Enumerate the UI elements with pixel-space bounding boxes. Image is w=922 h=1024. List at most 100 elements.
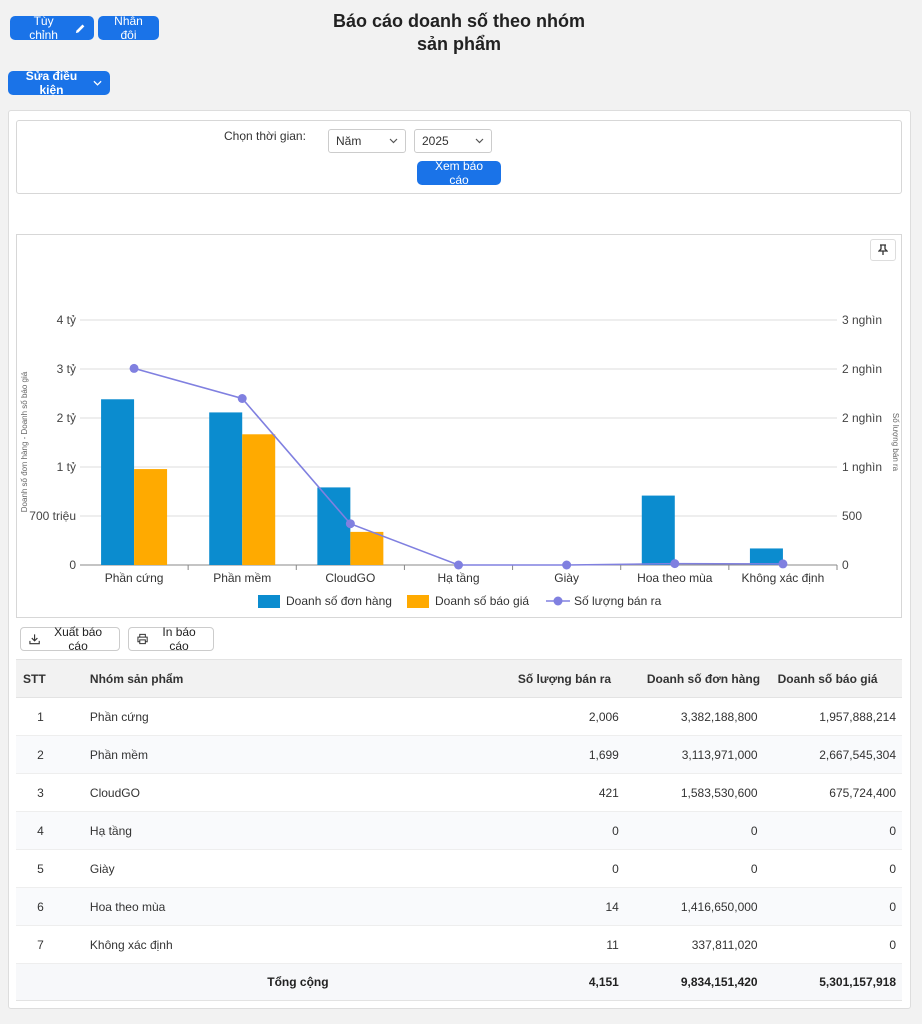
pencil-icon [76,24,85,33]
export-report-button[interactable]: Xuất báo cáo [20,625,120,653]
row-stt: 3 [37,785,44,800]
row-quantity: 0 [612,823,619,838]
legend-label: Số lượng bán ra [574,594,662,608]
right-tick-label: 1 nghìn [842,460,882,474]
total-quote-sales: 5,301,157,918 [819,975,896,989]
category-label: CloudGO [325,571,375,585]
total-label: Tổng cộng [267,975,329,989]
view-report-button[interactable]: Xem báo cáo [417,159,501,187]
row-order-sales: 3,113,971,000 [681,747,758,762]
left-tick-label: 0 [69,558,76,572]
left-axis-label: Doanh số đơn hàng - Doanh số báo giá [20,371,29,512]
left-tick-label: 700 triệu [29,509,76,523]
pin-button[interactable] [870,239,896,261]
print-report-label: In báo cáo [162,625,196,653]
row-product-group: Giày [89,861,115,876]
row-product-group: CloudGO [89,785,140,800]
row-order-sales: 0 [750,861,758,876]
table-row: 6 Hoa theo mùa 14 1,416,650,000 0 [16,887,902,926]
category-label: Phần cứng [105,571,164,585]
point-quantity [237,393,247,403]
category-label: Hoa theo mùa [637,571,713,585]
bar-quote-sales [134,469,168,565]
edit-conditions-button[interactable]: Sửa điều kiện [8,69,110,97]
legend-label: Doanh số báo giá [435,594,529,608]
duplicate-button[interactable]: Nhân đôi [98,14,159,42]
point-quantity [562,560,572,570]
chevron-down-icon [389,138,398,144]
duplicate-label: Nhân đôi [114,14,143,42]
row-quote-sales: 2,667,545,304 [819,747,896,762]
row-stt: 4 [37,823,44,838]
chevron-down-icon [475,138,484,144]
header-stt[interactable]: STT [16,659,90,698]
row-quantity: 0 [612,861,619,876]
row-order-sales: 0 [750,823,758,838]
left-tick-label: 1 tỷ [57,460,76,474]
table-row: 7 Không xác định 11 337,811,020 0 [16,926,902,964]
header-product-group[interactable]: Nhóm sản phẩm [89,659,456,698]
left-tick-label: 3 tỷ [57,362,76,376]
row-quote-sales: 0 [889,937,896,952]
time-filter-label: Chọn thời gian: [224,129,306,143]
row-quote-sales: 0 [889,861,896,876]
point-quantity [778,559,788,569]
row-product-group: Hạ tầng [89,823,132,838]
customize-button[interactable]: Tùy chỉnh [10,14,94,42]
right-tick-label: 2 nghìn [842,362,882,376]
row-quote-sales: 0 [889,899,896,914]
row-quantity: 2,006 [588,709,619,724]
row-order-sales: 1,416,650,000 [680,899,758,914]
legend-swatch [553,596,563,606]
table-row: 4 Hạ tầng 0 0 0 [16,811,902,850]
category-label: Phần mềm [213,571,271,585]
page-title-line2: sản phẩm [416,34,502,54]
bar-quote-sales [350,531,384,565]
row-stt: 2 [37,747,44,762]
table-row: 3 CloudGO 421 1,583,530,600 675,724,400 [16,774,902,812]
bar-order-sales [641,495,675,565]
row-quote-sales: 675,724,400 [829,785,896,800]
point-quantity [454,560,463,570]
chevron-down-icon [93,80,102,86]
left-tick-label: 2 tỷ [57,411,76,425]
total-quantity: 4,151 [588,975,619,989]
page-title-line1: Báo cáo doanh số theo nhóm [332,11,585,31]
row-quantity: 11 [606,937,619,952]
row-stt: 6 [37,899,44,914]
row-product-group: Phần cứng [89,709,149,724]
row-product-group: Không xác định [89,937,173,952]
legend-label: Doanh số đơn hàng [286,594,392,608]
right-tick-label: 3 nghìn [842,313,882,327]
bar-quote-sales [242,434,276,565]
total-order-sales: 9,834,151,420 [680,975,758,989]
report-table: STT Nhóm sản phẩm Số lượng bán ra Doanh … [16,659,902,1001]
year-select[interactable]: 2025 [414,129,492,153]
row-stt: 5 [37,861,44,876]
header-order-sales[interactable]: Doanh số đơn hàng [634,659,766,698]
category-label: Giày [554,571,579,585]
bar-order-sales [101,399,135,565]
period-select[interactable]: Năm [328,129,406,153]
table-header-row: STT Nhóm sản phẩm Số lượng bán ra Doanh … [16,659,902,698]
row-product-group: Hoa theo mùa [89,899,166,914]
header-quantity[interactable]: Số lượng bán ra [455,659,635,698]
category-label: Không xác định [742,571,825,585]
pin-icon [878,244,888,255]
table-row: 1 Phần cứng 2,006 3,382,188,800 1,957,888,21… [16,698,902,736]
left-tick-label: 4 tỷ [57,313,76,327]
row-stt: 7 [37,937,44,952]
legend-swatch [407,595,429,608]
category-label: Hạ tầng [437,571,479,585]
right-tick-label: 2 nghìn [842,411,882,425]
right-axis-label: Số lượng bán ra [891,413,900,472]
header-quote-sales[interactable]: Doanh số báo giá [765,659,902,698]
print-report-button[interactable]: In báo cáo [128,625,214,653]
table-row: 2 Phần mềm 1,699 3,113,971,000 2,667,545,304 [16,735,902,774]
row-quote-sales: 0 [889,823,896,838]
table-row: 5 Giày 0 0 0 [16,850,902,888]
download-icon [29,634,40,645]
row-quantity: 1,699 [588,747,619,762]
row-order-sales: 3,382,188,800 [680,709,758,724]
